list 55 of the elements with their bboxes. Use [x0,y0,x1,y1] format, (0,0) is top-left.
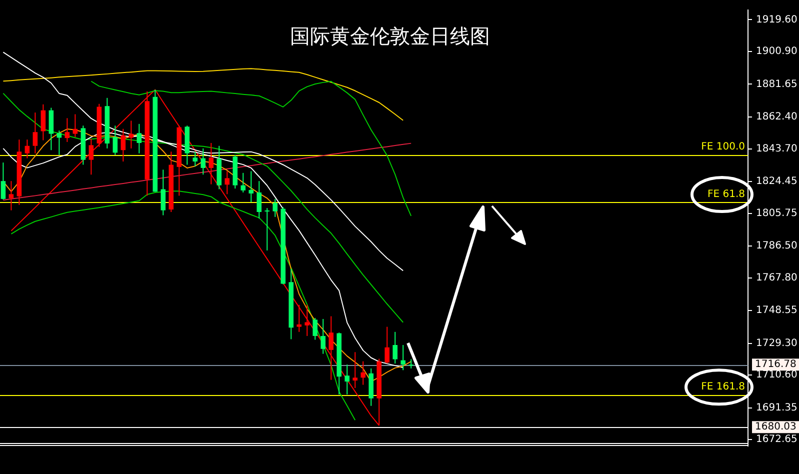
y-tick-label: 1900.90 [756,46,798,58]
candlestick [256,180,262,219]
candlestick [352,352,358,389]
candlestick [64,118,70,142]
candlestick [328,316,334,380]
candlestick [112,125,118,156]
candlestick [344,364,350,395]
ref-line-label: 1680.03 [755,422,796,433]
y-tick-label: 1748.55 [756,305,798,316]
candlestick [384,326,390,364]
candlestick [40,104,46,141]
ref-line-label: FE 161.8 [701,382,745,393]
y-tick-label: 1691.35 [756,402,798,414]
candlestick [264,208,270,251]
y-tick-label: 1710.60 [756,370,798,381]
candlestick [248,170,254,203]
y-tick-label: 1786.50 [756,240,798,252]
ref-line-label: FE 61.8 [707,189,745,200]
candlestick [120,128,126,162]
y-tick-label: 1881.65 [756,78,798,90]
candlestick [240,172,246,193]
y-tick-label: 1824.45 [756,176,798,188]
candlestick [360,360,366,386]
candlestick [272,198,278,218]
ref-line-label: 1716.78 [755,359,796,370]
y-tick-label: 1805.75 [756,208,798,219]
candlestick [192,151,198,167]
y-tick-label: 1767.80 [756,272,798,284]
candlestick [160,169,166,216]
candlestick [224,170,230,195]
candlestick [400,344,406,371]
candlestick [0,162,6,200]
candlestick [8,180,14,211]
candlestick [296,304,302,332]
candlestick [312,317,318,340]
candlestick [72,114,78,138]
candlestick [48,107,54,151]
candlestick [56,130,62,156]
candlestick [304,304,310,336]
y-tick-label: 1729.30 [756,338,798,349]
y-tick-label: 1862.40 [756,112,798,123]
candlestick [24,139,30,159]
candlestick [320,318,326,354]
candlestick [136,123,142,154]
y-tick-label: 1672.65 [756,434,798,446]
candlestick [88,138,94,176]
candlestick [200,148,206,176]
candlestick [208,142,214,185]
text: 国际黄金伦敦金日线图 [290,24,490,48]
candlestick [392,331,398,364]
y-tick-label: 1919.60 [756,14,798,26]
ref-line-label: FE 100.0 [701,141,745,152]
candlestick [408,358,414,369]
y-tick-label: 1843.70 [756,143,798,154]
candlestick [32,112,38,154]
